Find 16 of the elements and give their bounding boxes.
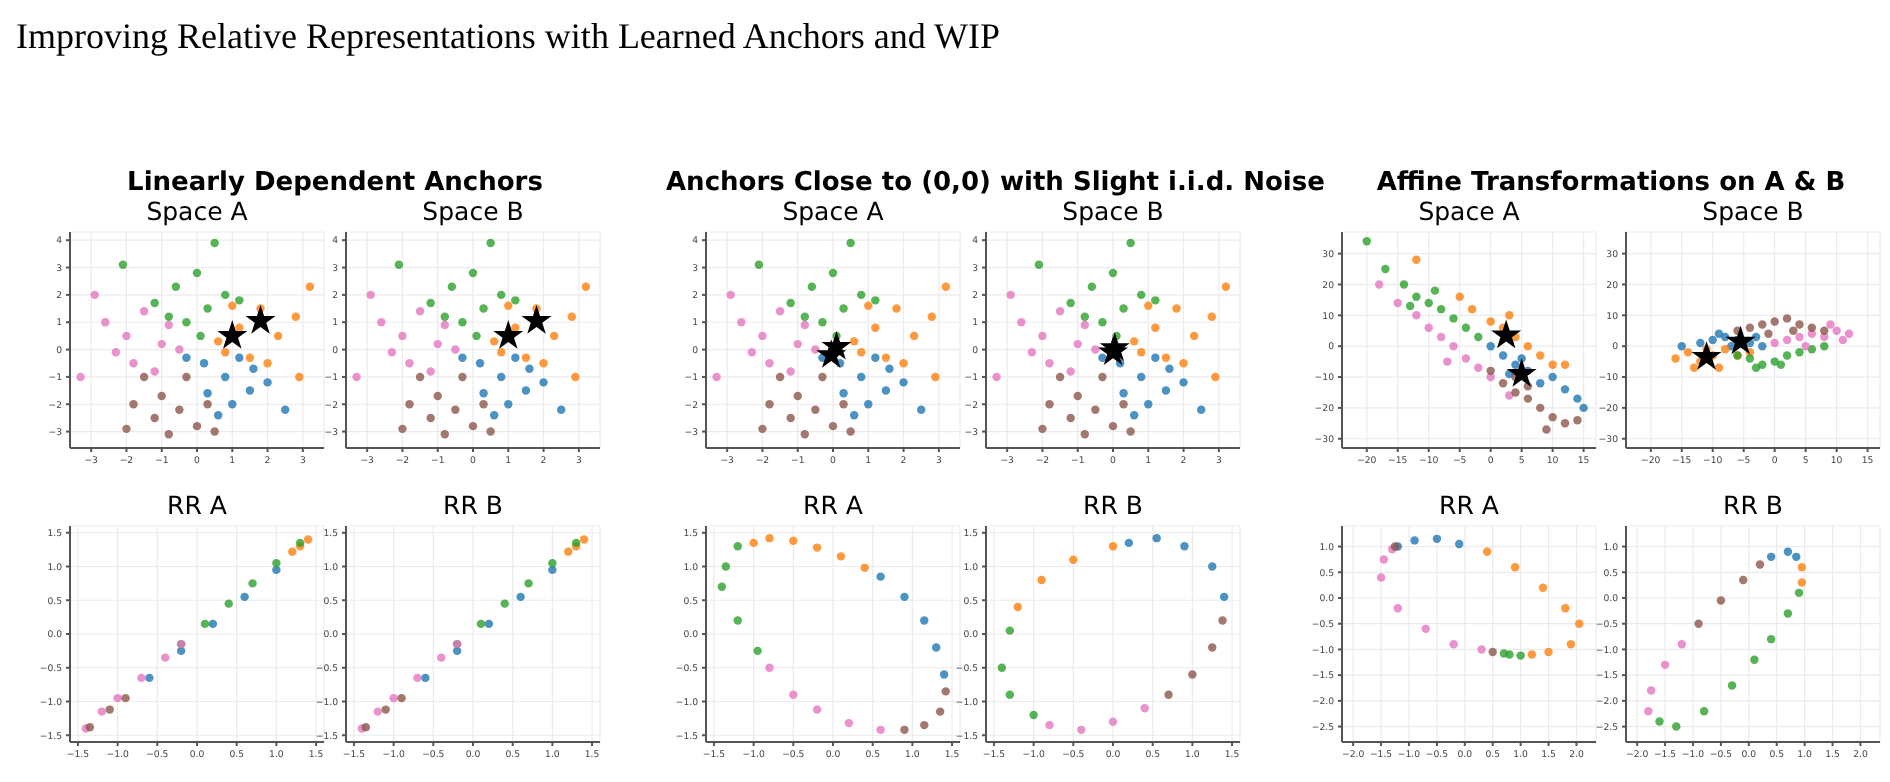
chart-title: Space B <box>1700 196 1806 226</box>
chart-title: RR A <box>165 490 229 520</box>
chart-title: RR B <box>1721 490 1785 520</box>
text: Improving Relative Representations with Learned Anchors and WIP <box>16 16 1001 58</box>
chart-title: Linearly Dependent Anchors <box>125 168 545 198</box>
chart-title: Space B <box>420 196 526 226</box>
chart-title: RR A <box>1437 490 1501 520</box>
chart-title: Space B <box>1060 196 1166 226</box>
chart-subtitle: Space A <box>144 196 250 226</box>
chart-subtitle: Space A <box>780 196 886 226</box>
chart-title: RR B <box>1081 490 1145 520</box>
chart-subtitle: Space A <box>1416 196 1522 226</box>
chart-title: Affine Transformations on A & B <box>1376 168 1846 198</box>
chart-title: Anchors Close to (0,0) with Slight i.i.d. Noise <box>666 168 1325 198</box>
chart-title: RR B <box>441 490 505 520</box>
chart-title: RR A <box>801 490 865 520</box>
